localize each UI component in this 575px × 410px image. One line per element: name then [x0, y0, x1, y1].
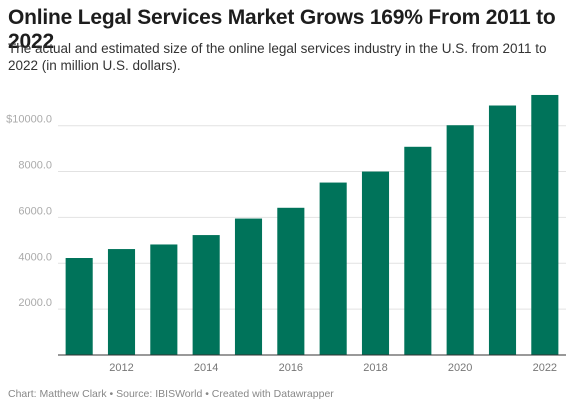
bar-2014 [192, 235, 220, 355]
bar-2020 [446, 125, 474, 355]
x-tick-label: 2012 [109, 362, 133, 374]
y-tick-label: 4000.0 [18, 251, 52, 263]
bar-2011 [65, 258, 93, 355]
x-axis-ticks: 2012 2014 2016 2018 2020 2022 [109, 362, 557, 374]
bar-2018 [361, 171, 390, 355]
y-tick-label: 6000.0 [18, 205, 52, 217]
bar-2017 [319, 182, 347, 355]
bar-2013 [150, 244, 178, 355]
bar-2022 [531, 94, 559, 355]
y-tick-label: 8000.0 [18, 160, 52, 172]
x-tick-label: 2016 [279, 362, 303, 374]
x-tick-label: 2018 [363, 362, 387, 374]
bar-2012 [107, 249, 136, 355]
gridlines [58, 125, 566, 310]
chart-footer: Chart: Matthew Clark • Source: IBISWorld… [8, 388, 334, 400]
x-tick-label: 2014 [194, 362, 218, 374]
y-tick-label: $10000.0 [6, 114, 52, 126]
y-tick-label: 2000.0 [18, 297, 52, 309]
x-tick-label: 2022 [533, 362, 557, 374]
y-axis-ticks: 2000.0 4000.0 6000.0 8000.0 $10000.0 [6, 114, 52, 309]
bar-2021 [488, 105, 517, 355]
bar-2016 [277, 207, 305, 355]
x-tick-label: 2020 [448, 362, 472, 374]
chart-subtitle: The actual and estimated size of the onl… [8, 41, 547, 73]
bar-2015 [234, 218, 263, 355]
chart-title: Online Legal Services Market Grows 169% … [8, 6, 556, 53]
bars [65, 94, 559, 355]
bar-2019 [404, 146, 432, 355]
